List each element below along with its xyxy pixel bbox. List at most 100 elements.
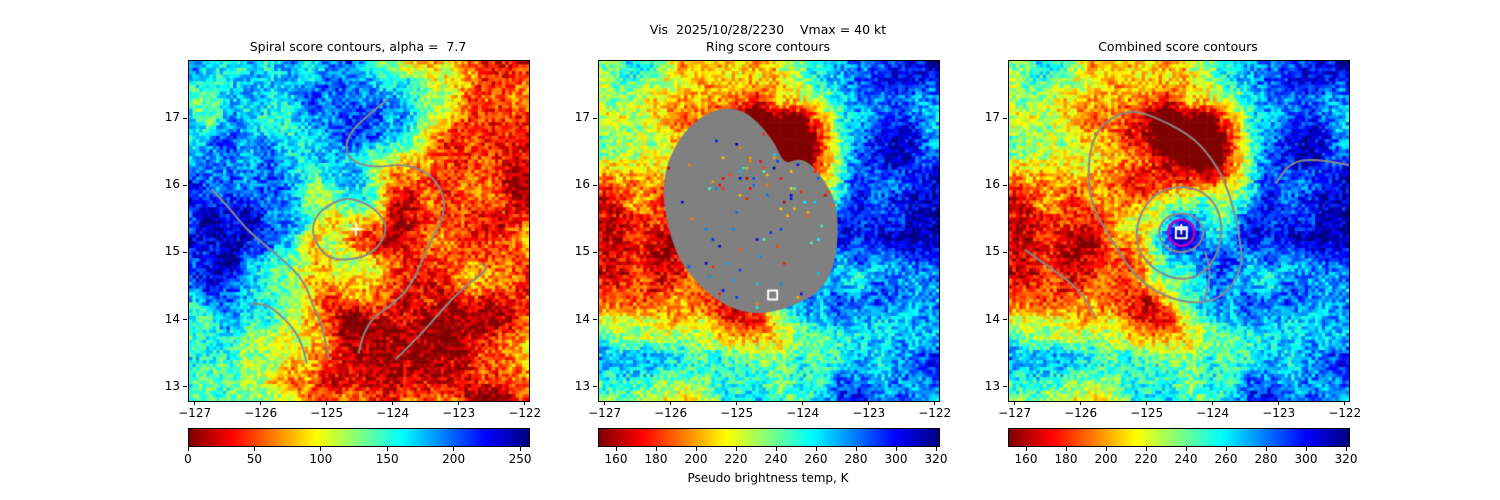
colorbar-tick (1065, 447, 1067, 451)
x-axis-tick (458, 401, 460, 405)
x-axis-tick (1146, 401, 1148, 405)
panel-ring-score: Ring score contours Pseudo brightness te… (575, 0, 951, 500)
y-tick-label: 13 (164, 378, 180, 393)
colorbar-tick (1105, 447, 1107, 451)
x-axis-tick (868, 401, 870, 405)
combined-score-colorbar (1008, 428, 1350, 447)
panel-combined-score: Combined score contours −127 −126 −125 −124… (985, 0, 1361, 500)
y-axis-tick (1003, 184, 1007, 186)
y-axis-tick (1003, 319, 1007, 321)
colorbar-tick-label: 260 (804, 452, 828, 466)
ring-score-colorbar (598, 428, 940, 447)
colorbar-tick-label: 200 (1094, 452, 1118, 466)
x-tick-label: −126 (244, 406, 278, 420)
panel-title: Combined score contours (1098, 39, 1258, 54)
x-axis-tick (1344, 401, 1346, 405)
y-tick-label: 14 (984, 311, 1000, 326)
x-axis-tick (1212, 401, 1214, 405)
ring-score-map (598, 60, 940, 402)
x-tick-label: −123 (1262, 406, 1296, 420)
colorbar-tick (735, 447, 737, 451)
y-tick-label: 16 (164, 177, 180, 192)
spiral-score-colorbar (188, 428, 530, 447)
colorbar-tick (815, 447, 817, 451)
y-axis-tick (1003, 117, 1007, 119)
x-tick-label: −125 (720, 406, 754, 420)
colorbar-tick-label: 200 (442, 452, 466, 466)
y-tick-label: 16 (984, 177, 1000, 192)
colorbar-tick (1305, 447, 1307, 451)
combined-score-map (1008, 60, 1350, 402)
colorbar-tick (1345, 447, 1347, 451)
colorbar-tick-label: 160 (604, 452, 628, 466)
y-tick-label: 16 (574, 177, 590, 192)
colorbar-tick-label: 320 (924, 452, 948, 466)
y-axis-tick (593, 117, 597, 119)
panel-spiral-score: Spiral score contours, alpha = 7.7 −127 −… (165, 0, 541, 500)
colorbar-tick (320, 447, 322, 451)
x-tick-label: −127 (998, 406, 1032, 420)
x-axis-tick (934, 401, 936, 405)
colorbar-tick (895, 447, 897, 451)
x-tick-label: −126 (1064, 406, 1098, 420)
colorbar-tick-label: 220 (1134, 452, 1158, 466)
colorbar-tick-label: 0 (184, 452, 192, 466)
colorbar-tick (695, 447, 697, 451)
colorbar-tick (935, 447, 937, 451)
colorbar-tick-label: 240 (1174, 452, 1198, 466)
panel-title: Ring score contours (705, 39, 831, 54)
colorbar-tick-label: 100 (309, 452, 333, 466)
x-axis-tick (670, 401, 672, 405)
y-axis-tick (183, 319, 187, 321)
colorbar-tick (1225, 447, 1227, 451)
colorbar-tick-label: 280 (844, 452, 868, 466)
x-axis-tick (260, 401, 262, 405)
colorbar-tick-label: 250 (508, 452, 532, 466)
x-tick-label: −122 (918, 406, 952, 420)
colorbar-tick-label: 150 (375, 452, 399, 466)
y-axis-tick (1003, 386, 1007, 388)
y-tick-label: 15 (574, 244, 590, 259)
y-axis-tick (183, 117, 187, 119)
colorbar-tick (386, 447, 388, 451)
y-tick-label: 17 (984, 110, 1000, 125)
colorbar-tick-label: 180 (1054, 452, 1078, 466)
colorbar-tick-label: 50 (246, 452, 263, 466)
colorbar-tick (1025, 447, 1027, 451)
colorbar-tick (253, 447, 255, 451)
y-tick-label: 17 (164, 110, 180, 125)
y-axis-tick (593, 184, 597, 186)
colorbar-tick (775, 447, 777, 451)
x-tick-label: −122 (508, 406, 542, 420)
y-tick-label: 14 (164, 311, 180, 326)
colorbar-tick-label: 260 (1214, 452, 1238, 466)
x-tick-label: −124 (1196, 406, 1230, 420)
colorbar-tick-label: 280 (1254, 452, 1278, 466)
y-tick-label: 14 (574, 311, 590, 326)
panel-title: Spiral score contours, alpha = 7.7 (249, 39, 467, 54)
x-tick-label: −123 (442, 406, 476, 420)
colorbar-tick (615, 447, 617, 451)
colorbar-tick-label: 300 (1294, 452, 1318, 466)
x-tick-label: −122 (1328, 406, 1362, 420)
x-tick-label: −126 (654, 406, 688, 420)
colorbar-tick-label: 240 (764, 452, 788, 466)
y-tick-label: 13 (574, 378, 590, 393)
y-axis-tick (183, 386, 187, 388)
colorbar-tick (187, 447, 189, 451)
colorbar-tick-label: 220 (724, 452, 748, 466)
colorbar-tick-label: 200 (684, 452, 708, 466)
y-axis-tick (183, 184, 187, 186)
y-tick-label: 17 (574, 110, 590, 125)
y-axis-tick (183, 251, 187, 253)
x-tick-label: −124 (376, 406, 410, 420)
colorbar-tick (1145, 447, 1147, 451)
x-axis-tick (524, 401, 526, 405)
spiral-score-map (188, 60, 530, 402)
x-axis-tick (1080, 401, 1082, 405)
y-tick-label: 15 (164, 244, 180, 259)
x-axis-tick (604, 401, 606, 405)
x-axis-tick (1014, 401, 1016, 405)
x-axis-tick (194, 401, 196, 405)
colorbar-tick (1185, 447, 1187, 451)
